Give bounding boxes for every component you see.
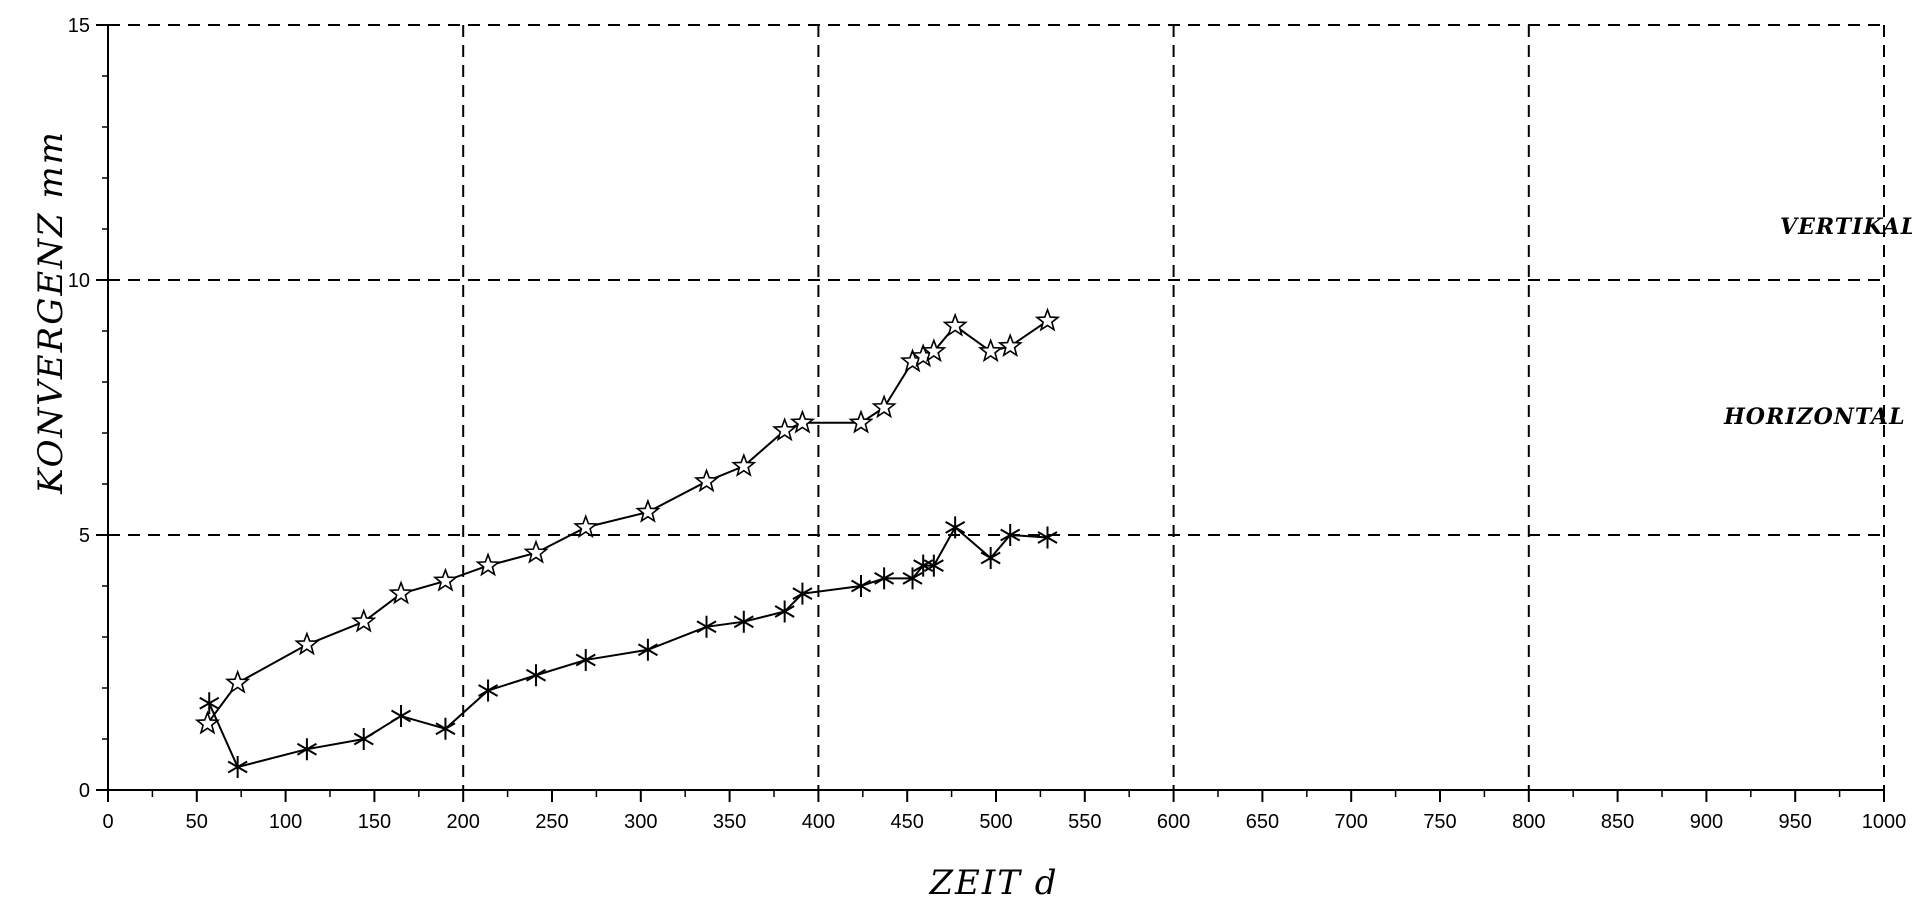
data-point-star bbox=[789, 409, 816, 434]
data-point-star bbox=[475, 552, 501, 577]
y-tick-label: 0 bbox=[79, 780, 90, 802]
grid-lines bbox=[108, 24, 1885, 790]
data-point-asterisk bbox=[792, 582, 813, 605]
y-tick-label: 5 bbox=[79, 525, 90, 547]
data-point-asterisk bbox=[733, 610, 754, 633]
y-tick-label: 15 bbox=[68, 15, 90, 37]
x-tick-label: 200 bbox=[447, 811, 480, 833]
data-point-star bbox=[194, 710, 221, 735]
x-tick-label: 800 bbox=[1512, 811, 1545, 833]
x-tick-label: 100 bbox=[269, 811, 302, 833]
data-point-asterisk bbox=[391, 705, 412, 728]
data-point-asterisk bbox=[637, 638, 658, 661]
x-tick-label: 650 bbox=[1246, 811, 1279, 833]
x-tick-label: 550 bbox=[1068, 811, 1101, 833]
data-point-asterisk bbox=[435, 717, 456, 740]
x-axis-title: ZEIT d bbox=[928, 863, 1058, 903]
x-tick-label: 600 bbox=[1157, 811, 1190, 833]
data-point-star bbox=[225, 669, 251, 694]
data-point-asterisk bbox=[913, 554, 934, 577]
x-tick-label: 350 bbox=[713, 811, 746, 833]
annotation-horizontal: HORIZONTAL bbox=[1723, 404, 1906, 430]
data-point-star bbox=[942, 312, 968, 337]
x-tick-label: 250 bbox=[535, 811, 568, 833]
x-tick-label: 950 bbox=[1779, 811, 1812, 833]
data-point-asterisk bbox=[199, 692, 220, 715]
series-line bbox=[206, 319, 1049, 725]
data-point-asterisk bbox=[874, 567, 895, 590]
data-point-asterisk bbox=[1000, 524, 1021, 546]
data-point-asterisk bbox=[525, 664, 547, 687]
data-point-asterisk bbox=[575, 648, 596, 671]
data-point-asterisk bbox=[774, 600, 795, 623]
data-point-star bbox=[388, 580, 414, 605]
data-point-asterisk bbox=[478, 679, 499, 702]
data-point-star bbox=[871, 394, 897, 419]
x-tick-label: 850 bbox=[1601, 811, 1634, 833]
x-tick-label: 0 bbox=[102, 811, 113, 833]
x-tick-label: 450 bbox=[891, 811, 924, 833]
data-point-asterisk bbox=[353, 728, 374, 750]
data-point-asterisk bbox=[296, 738, 317, 761]
axis-ticks: 0 50 100 150 200 250 300 350 400 450 500 550 600 650 7… bbox=[68, 15, 1907, 833]
x-tick-label: 500 bbox=[979, 811, 1012, 833]
data-point-asterisk bbox=[227, 756, 248, 779]
data-point-asterisk bbox=[696, 615, 717, 638]
x-tick-label: 50 bbox=[186, 811, 208, 833]
data-point-asterisk bbox=[850, 575, 872, 597]
data-point-star bbox=[772, 417, 798, 442]
x-tick-label: 400 bbox=[802, 811, 835, 833]
data-point-star bbox=[921, 338, 947, 363]
series-vertikal bbox=[194, 307, 1061, 735]
y-tick-label: 10 bbox=[68, 270, 90, 292]
series-horizontal bbox=[199, 516, 1058, 779]
x-tick-label: 700 bbox=[1335, 811, 1368, 833]
data-point-star bbox=[978, 338, 1004, 363]
data-point-asterisk bbox=[980, 546, 1001, 569]
data-point-star bbox=[432, 567, 459, 592]
data-point-star bbox=[997, 333, 1023, 358]
data-point-star bbox=[351, 608, 377, 633]
data-point-asterisk bbox=[923, 554, 944, 577]
data-point-asterisk bbox=[1037, 526, 1058, 549]
axes bbox=[107, 25, 1884, 791]
series-line bbox=[208, 525, 1048, 769]
x-tick-label: 1000 bbox=[1862, 811, 1907, 833]
data-point-star bbox=[635, 498, 661, 523]
data-point-asterisk bbox=[902, 567, 923, 590]
data-point-star bbox=[573, 514, 599, 539]
data-point-star bbox=[731, 452, 757, 477]
x-tick-label: 900 bbox=[1690, 811, 1723, 833]
data-point-star bbox=[848, 409, 874, 434]
y-axis-title: KONVERGENZ mm bbox=[31, 130, 71, 495]
x-tick-label: 300 bbox=[624, 811, 657, 833]
data-series bbox=[194, 307, 1061, 779]
data-point-asterisk bbox=[945, 516, 966, 539]
annotation-vertikal: VERTIKAL bbox=[1780, 214, 1912, 240]
data-point-star bbox=[1034, 307, 1061, 332]
data-point-star bbox=[693, 468, 720, 493]
x-tick-label: 750 bbox=[1423, 811, 1456, 833]
data-point-star bbox=[523, 539, 549, 564]
x-tick-label: 150 bbox=[358, 811, 391, 833]
data-point-star bbox=[294, 631, 320, 656]
